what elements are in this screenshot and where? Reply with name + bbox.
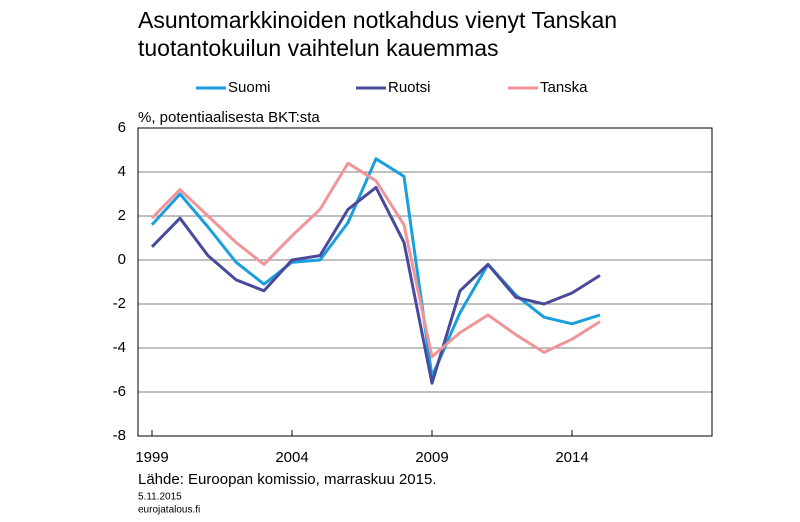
date: 5.11.2015 — [138, 492, 182, 503]
legend-label: Tanska — [540, 79, 588, 96]
legend-label: Suomi — [228, 79, 271, 96]
y-tick-label: -4 — [113, 339, 126, 356]
y-tick-label: 6 — [118, 119, 126, 136]
series-line — [150, 161, 601, 359]
x-tick-label: 2014 — [555, 449, 588, 466]
y-tick-label: 4 — [118, 163, 126, 180]
plot-frame — [137, 127, 713, 437]
x-tick-label: 2009 — [415, 449, 448, 466]
y-tick-label: -8 — [113, 427, 126, 444]
source: Lähde: Euroopan komissio, marraskuu 2015… — [138, 471, 437, 488]
series-line — [150, 157, 601, 379]
y-tick-label: -6 — [113, 383, 126, 400]
y-tick-label: 0 — [118, 251, 126, 268]
series-line — [150, 185, 601, 385]
y-axis-label: %, potentiaalisesta BKT:sta — [138, 109, 320, 126]
chart-title: Asuntomarkkinoiden notkahdus vienyt Tans… — [138, 7, 617, 33]
x-tick-label: 1999 — [135, 449, 168, 466]
legend-label: Ruotsi — [388, 79, 431, 96]
y-tick-label: -2 — [113, 295, 126, 312]
site: eurojatalous.fi — [138, 505, 200, 516]
x-tick-label: 2004 — [275, 449, 308, 466]
y-tick-label: 2 — [118, 207, 126, 224]
chart-title: tuotantokuilun vaihtelun kauemmas — [138, 35, 499, 61]
